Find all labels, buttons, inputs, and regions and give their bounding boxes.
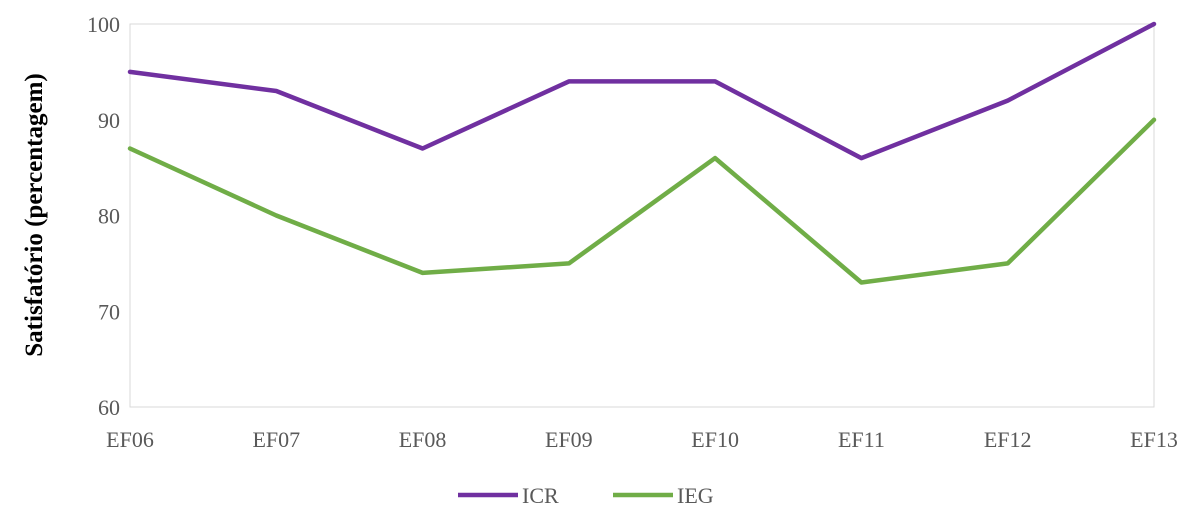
y-tick-label: 70 <box>98 299 120 324</box>
series-line-ieg <box>127 117 1157 285</box>
x-tick-label: EF12 <box>984 427 1032 452</box>
x-tick-label: EF11 <box>838 427 885 452</box>
y-axis-title: Satisfatório (percentagem) <box>21 73 48 356</box>
x-tick-label: EF09 <box>545 427 593 452</box>
y-tick-label: 60 <box>98 395 120 420</box>
series-line-icr <box>127 21 1157 161</box>
plot-area <box>129 23 1155 408</box>
series-group <box>127 21 1157 285</box>
legend: ICR IEG <box>458 483 714 508</box>
x-tick-label: EF06 <box>106 427 154 452</box>
plot-border <box>129 23 1155 408</box>
x-tick-label: EF13 <box>1130 427 1178 452</box>
legend-item-ieg: IEG <box>613 483 714 508</box>
y-axis: 60 70 80 90 100 <box>87 12 120 420</box>
x-axis: EF06 EF07 EF08 EF09 EF10 EF11 EF12 EF13 <box>106 427 1178 452</box>
legend-label: IEG <box>677 483 714 508</box>
x-tick-label: EF08 <box>399 427 447 452</box>
legend-item-icr: ICR <box>458 483 559 508</box>
x-tick-label: EF10 <box>691 427 739 452</box>
y-tick-label: 100 <box>87 12 120 37</box>
y-tick-label: 90 <box>98 108 120 133</box>
x-tick-label: EF07 <box>252 427 300 452</box>
y-tick-label: 80 <box>98 204 120 229</box>
legend-label: ICR <box>522 483 559 508</box>
